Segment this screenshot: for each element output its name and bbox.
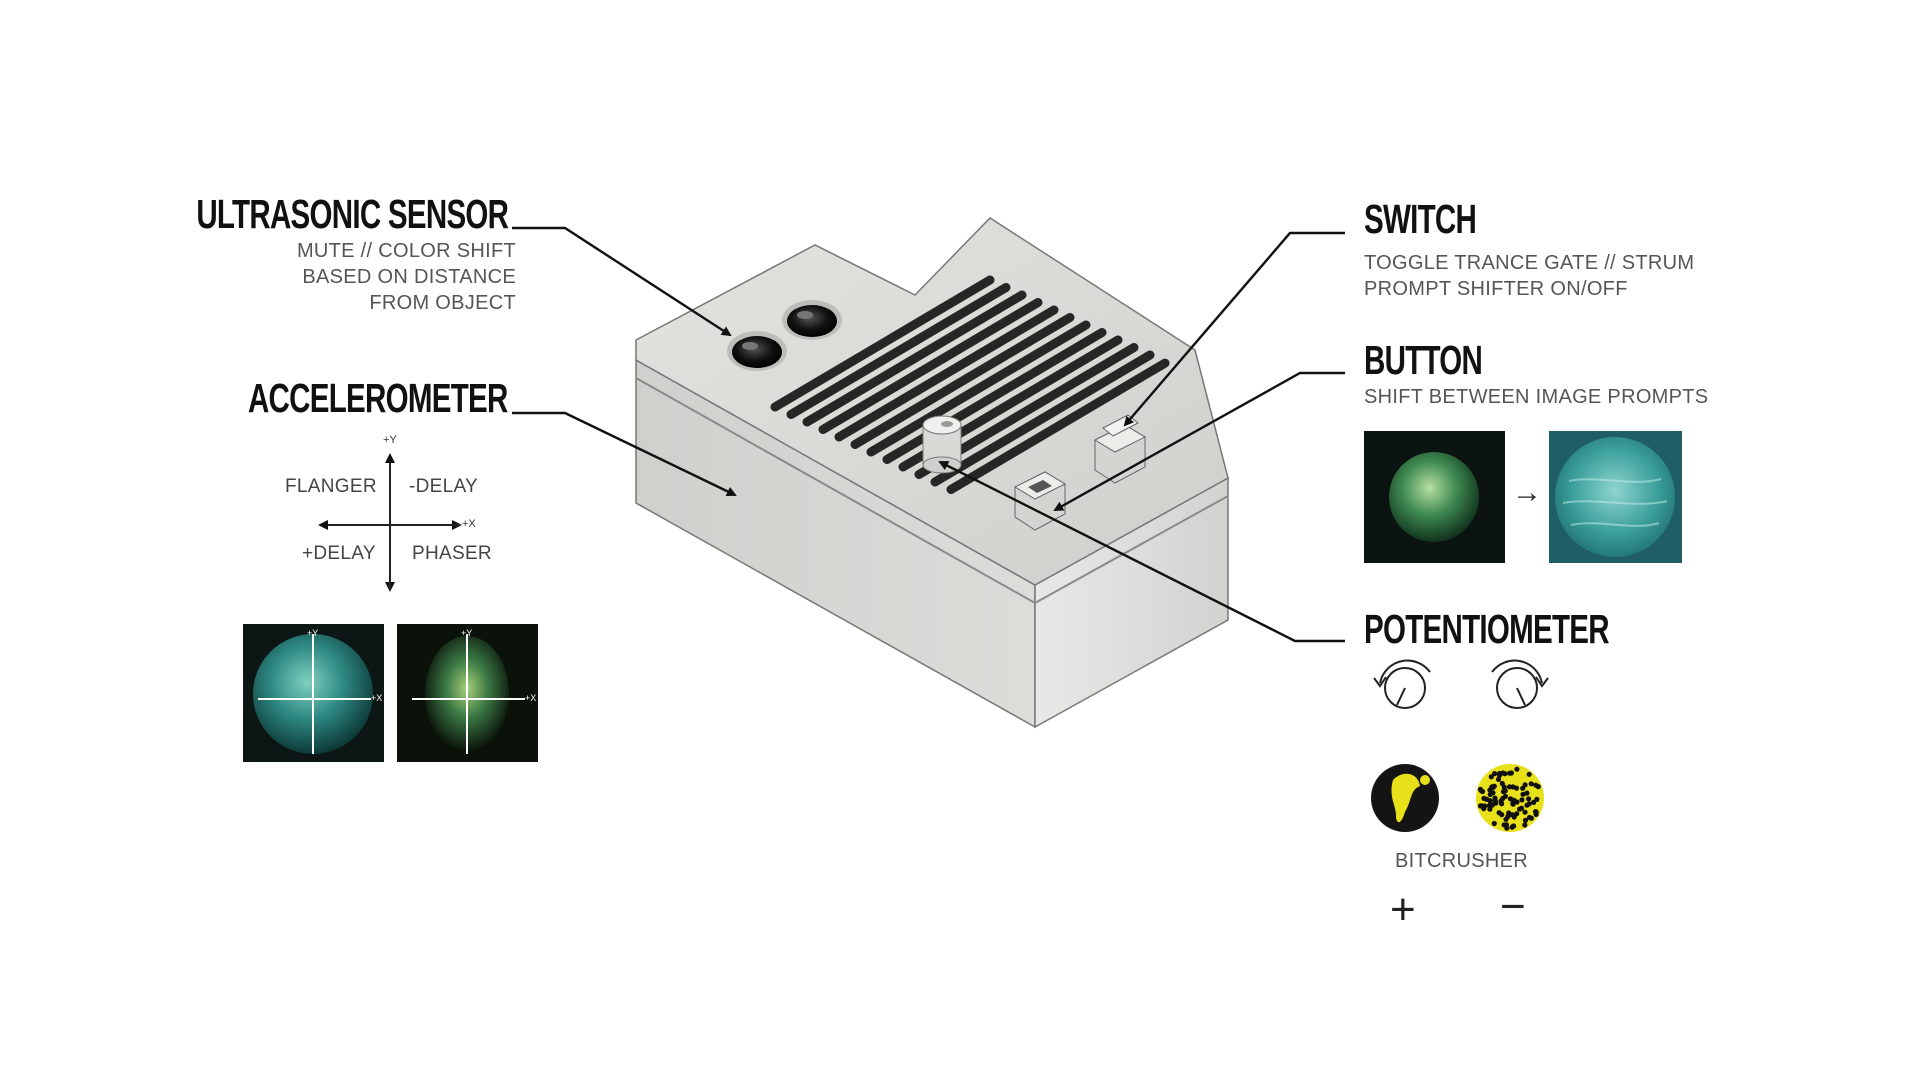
vent-slot (930, 350, 1155, 487)
button-leader (1053, 371, 1345, 512)
potentiometer-leader (938, 460, 1345, 643)
vent-slot (834, 305, 1059, 442)
vent-slot (866, 320, 1091, 457)
bitcrusher-high-icon (1476, 764, 1544, 832)
vent-slot (850, 313, 1075, 449)
accel-image-teal: +Y +X (243, 624, 384, 762)
ultrasonic-desc-line-3: FROM OBJECT (369, 292, 516, 314)
bitcrusher-plus: + (1390, 885, 1416, 934)
potentiometer-title: POTENTIOMETER (1364, 606, 1610, 652)
accel-image-green: +Y +X (397, 624, 538, 762)
accelerometer-axes (318, 453, 462, 592)
accelerometer-title: ACCELEROMETER (248, 375, 508, 421)
button-part (1013, 471, 1067, 531)
quadrant-plus-delay: +DELAY (302, 543, 376, 564)
switch-desc: TOGGLE TRANCE GATE // STRUM PROMPT SHIFT… (1364, 250, 1694, 302)
bitcrusher-minus: − (1500, 882, 1526, 931)
leader-lines (512, 226, 1345, 643)
vent-slot (770, 275, 995, 412)
ultrasonic-desc-line-1: MUTE // COLOR SHIFT (296, 240, 516, 262)
bitcrusher-low-icon (1371, 764, 1439, 832)
switch-desc-line-1: TOGGLE TRANCE GATE // STRUM (1364, 252, 1695, 274)
quadrant-phaser: PHASER (412, 543, 492, 564)
quadrant-minus-delay: -DELAY (409, 476, 479, 497)
ultrasonic-sensor-eyes (727, 300, 842, 371)
button-title: BUTTON (1364, 337, 1483, 383)
switch-leader (1123, 231, 1345, 427)
accelerometer-leader (512, 411, 737, 497)
teal-image-x-label: +X (371, 693, 383, 703)
rotate-ccw-icon (1373, 659, 1431, 709)
green-image-x-label: +X (525, 693, 537, 703)
accel-axis-x-label: +X (462, 518, 476, 530)
quadrant-flanger: FLANGER (285, 476, 377, 497)
rotate-cw-icon (1491, 659, 1549, 709)
potentiometer-knob (922, 415, 962, 474)
button-image-green (1364, 431, 1505, 563)
vent-slot (818, 298, 1043, 434)
ultrasonic-leader (512, 226, 732, 337)
vent-slot (786, 283, 1011, 419)
vent-slot (946, 358, 1170, 494)
button-arrow: → (1512, 476, 1542, 509)
teal-image-y-label: +Y (307, 628, 319, 638)
green-image-y-label: +Y (461, 628, 473, 638)
button-desc: SHIFT BETWEEN IMAGE PROMPTS (1364, 386, 1709, 408)
switch-desc-line-2: PROMPT SHIFTER ON/OFF (1364, 278, 1628, 300)
button-image-teal (1549, 431, 1682, 563)
accel-axis-y-label: +Y (383, 434, 397, 446)
bitcrusher-label: BITCRUSHER (1395, 850, 1529, 872)
ultrasonic-desc-line-2: BASED ON DISTANCE (302, 266, 516, 288)
ultrasonic-title: ULTRASONIC SENSOR (196, 191, 509, 237)
vent-slot (802, 290, 1027, 427)
switch-title: SWITCH (1364, 196, 1477, 242)
ultrasonic-desc: MUTE // COLOR SHIFT BASED ON DISTANCE FR… (297, 238, 516, 316)
